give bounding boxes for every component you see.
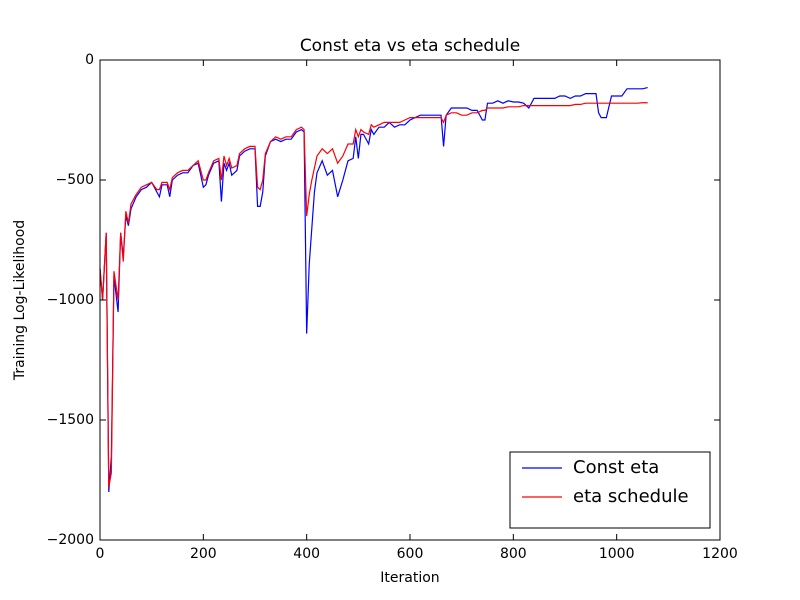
chart-title: Const eta vs eta schedule (300, 36, 520, 56)
x-tick-label: 1000 (599, 546, 635, 562)
y-tick-label: −1500 (47, 412, 94, 428)
y-axis-label: Training Log-Likelihood (12, 220, 28, 381)
data-line (99, 87, 648, 493)
legend-label: Const eta (573, 457, 659, 478)
x-tick-label: 800 (500, 546, 527, 562)
legend-box (509, 451, 711, 529)
x-tick-label: 200 (190, 546, 217, 562)
x-tick-label: 0 (96, 546, 105, 562)
data-line (99, 102, 648, 488)
x-axis-label: Iteration (380, 570, 439, 586)
x-tick-label: 600 (397, 546, 424, 562)
x-tick-label: 1200 (702, 546, 738, 562)
y-tick-label: −2000 (47, 532, 94, 548)
y-tick-label: 0 (85, 52, 94, 68)
y-tick-label: −1000 (47, 292, 94, 308)
legend-label: eta schedule (573, 486, 689, 507)
y-tick-label: −500 (56, 172, 94, 188)
x-tick-label: 400 (293, 546, 320, 562)
